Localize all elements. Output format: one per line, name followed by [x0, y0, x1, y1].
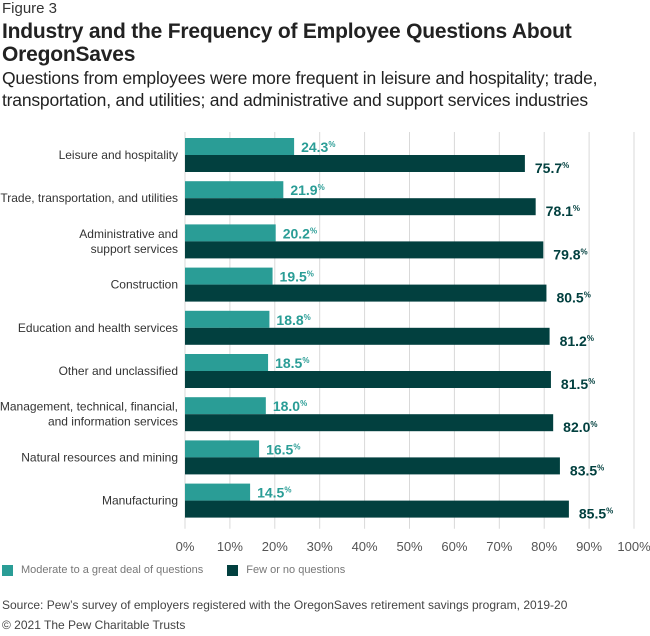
category-label: Management, technical, financial,: [0, 400, 178, 414]
legend-swatch-moderate: [2, 564, 13, 576]
percent-sign: %: [590, 420, 597, 429]
bar-few: [185, 155, 525, 172]
x-tick-label: 10%: [217, 539, 243, 554]
percent-sign: %: [284, 486, 291, 495]
value-labels: 24.3% 75.7% 21.9% 78.1% 20.2% 79.8% 19.5% 80.5%…: [257, 139, 613, 522]
bar-few: [185, 371, 551, 388]
category-label: Leisure and hospitality: [59, 148, 178, 162]
bar-moderate: [185, 310, 270, 328]
category-label: Education and health services: [18, 321, 178, 335]
percent-sign: %: [328, 140, 335, 149]
bar-few: [185, 198, 536, 216]
value-label-few: 82.0%: [563, 419, 597, 435]
x-tick-label: 90%: [576, 539, 602, 554]
x-tick-label: 0%: [176, 539, 195, 554]
value-label-few: 85.5%: [579, 506, 613, 522]
value-label-few: 83.5%: [570, 462, 604, 478]
bar-few: [185, 457, 560, 475]
percent-sign: %: [588, 377, 595, 386]
percent-sign: %: [300, 399, 307, 408]
bar-moderate: [185, 267, 273, 285]
bar-few: [185, 500, 569, 518]
percent-sign: %: [304, 313, 311, 322]
value-label-moderate: 19.5%: [280, 269, 314, 285]
category-label: Other and unclassified: [59, 364, 178, 378]
category-label: and information services: [48, 415, 178, 429]
bar-moderate: [185, 354, 269, 371]
bar-few: [185, 284, 547, 302]
copyright-note: © 2021 The Pew Charitable Trusts: [2, 618, 186, 632]
bar-moderate: [185, 440, 260, 458]
category-label: Natural resources and mining: [21, 450, 178, 464]
bar-chart: Leisure and hospitality Trade, transporta…: [0, 132, 650, 554]
category-label: support services: [91, 242, 178, 256]
x-tick-label: 20%: [262, 539, 288, 554]
bar-moderate: [185, 397, 266, 415]
bar-few: [185, 414, 554, 432]
bar-few: [185, 241, 544, 259]
legend: Moderate to a great deal of questions Fe…: [2, 564, 369, 576]
value-label-few: 81.5%: [561, 376, 595, 392]
category-label: Construction: [111, 278, 178, 292]
percent-sign: %: [606, 507, 613, 516]
bar-moderate: [185, 483, 251, 501]
percent-sign: %: [293, 442, 300, 451]
value-label-moderate: 18.8%: [276, 312, 310, 328]
category-label: Trade, transportation, and utilities: [0, 191, 178, 205]
value-label-few: 81.2%: [560, 333, 594, 349]
percent-sign: %: [318, 183, 325, 192]
percent-sign: %: [307, 270, 314, 279]
legend-label-few: Few or no questions: [246, 564, 346, 576]
percent-sign: %: [573, 204, 580, 213]
percent-sign: %: [581, 247, 588, 256]
legend-label-moderate: Moderate to a great deal of questions: [21, 564, 204, 576]
legend-item-moderate: Moderate to a great deal of questions: [2, 564, 203, 576]
value-label-moderate: 20.2%: [283, 225, 317, 241]
x-tick-label: 50%: [396, 539, 422, 554]
bar-moderate: [185, 224, 276, 242]
percent-sign: %: [310, 226, 317, 235]
x-tick-label: 70%: [486, 539, 512, 554]
bar-moderate: [185, 138, 295, 155]
percent-sign: %: [302, 356, 309, 365]
legend-item-few: Few or no questions: [227, 564, 345, 576]
x-tick-label: 100%: [617, 539, 650, 554]
percent-sign: %: [597, 463, 604, 472]
percent-sign: %: [562, 161, 569, 170]
category-label: Manufacturing: [102, 494, 178, 508]
percent-sign: %: [587, 334, 594, 343]
bar-moderate: [185, 181, 284, 199]
value-label-few: 79.8%: [553, 246, 587, 262]
x-tick-label: 80%: [531, 539, 557, 554]
category-labels: Leisure and hospitality Trade, transporta…: [0, 148, 178, 508]
percent-sign: %: [584, 291, 591, 300]
x-axis-ticks: 0% 10% 20% 30% 40% 50% 60% 70% 80% 90% 100%: [176, 539, 650, 554]
value-label-moderate: 16.5%: [266, 441, 300, 457]
value-label-moderate: 14.5%: [257, 485, 291, 501]
bar-few: [185, 327, 550, 345]
value-label-few: 75.7%: [535, 160, 569, 176]
x-tick-label: 30%: [307, 539, 333, 554]
figure-label: Figure 3: [2, 0, 58, 17]
value-label-moderate: 18.5%: [275, 355, 309, 371]
value-label-moderate: 24.3%: [301, 139, 335, 155]
chart-subtitle: Questions from employees were more frequ…: [2, 68, 598, 110]
x-tick-label: 40%: [352, 539, 378, 554]
value-label-few: 78.1%: [546, 203, 580, 219]
legend-swatch-few: [227, 564, 239, 576]
chart-title: Industry and the Frequency of Employee Q…: [2, 20, 572, 66]
value-label-moderate: 21.9%: [290, 182, 324, 198]
value-label-few: 80.5%: [556, 290, 590, 306]
bars: [185, 138, 569, 518]
category-label: Administrative and: [79, 227, 178, 241]
source-note: Source: Pew’s survey of employers regist…: [2, 598, 568, 612]
value-label-moderate: 18.0%: [273, 398, 307, 414]
x-tick-label: 60%: [441, 539, 467, 554]
